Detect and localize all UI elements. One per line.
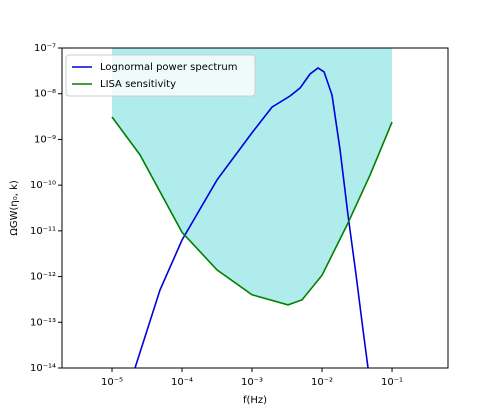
y-tick-label: 10⁻¹²	[30, 272, 56, 283]
x-axis-label: f(Hz)	[243, 395, 267, 406]
x-tick-label: 10⁻¹	[381, 377, 403, 388]
y-tick-label: 10⁻⁸	[34, 89, 56, 100]
sensitivity-region	[112, 48, 393, 305]
series-line	[111, 116, 393, 306]
y-tick-label: 10⁻¹⁰	[30, 180, 56, 191]
y-tick-label: 10⁻¹⁴	[30, 363, 56, 374]
y-tick-label: 10⁻⁷	[34, 43, 56, 54]
x-tick-label: 10⁻⁵	[101, 377, 123, 388]
series-line	[134, 67, 369, 368]
y-tick-label: 10⁻¹³	[30, 317, 56, 328]
region-layer	[112, 48, 393, 305]
x-tick-label: 10⁻²	[311, 377, 333, 388]
plot-frame	[61, 47, 449, 369]
y-axis-label: ΩGW(η₀, k)	[9, 180, 20, 236]
x-tick-label: 10⁻³	[241, 377, 263, 388]
legend-label: LISA sensitivity	[100, 79, 176, 90]
line-layer	[111, 67, 393, 368]
legend-box	[65, 54, 256, 97]
y-tick-label: 10⁻¹¹	[30, 226, 56, 237]
x-tick-label: 10⁻⁴	[171, 377, 193, 388]
legend-label: Lognormal power spectrum	[100, 62, 238, 73]
y-tick-label: 10⁻⁹	[34, 134, 56, 145]
